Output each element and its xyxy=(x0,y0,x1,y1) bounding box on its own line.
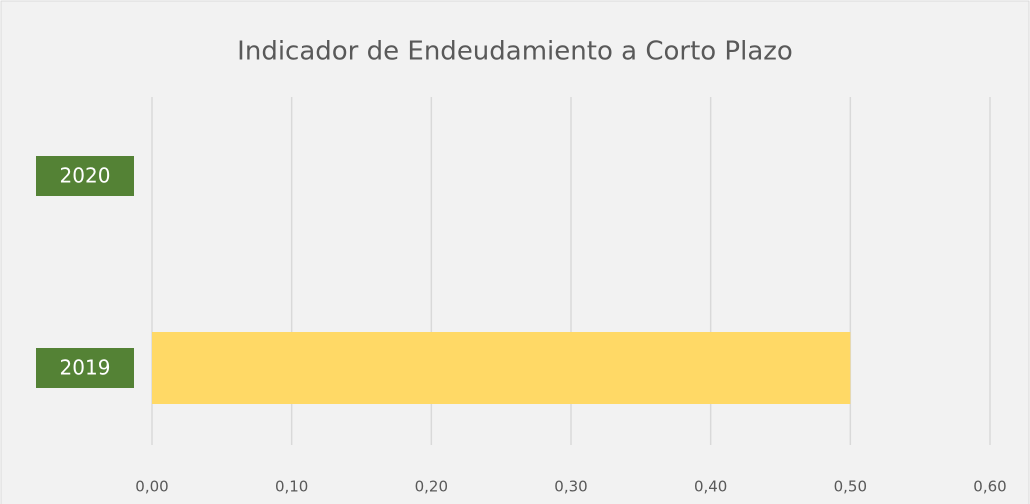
category-label-box xyxy=(36,348,134,388)
x-tick-label: 0,00 xyxy=(135,478,168,496)
chart-title: Indicador de Endeudamiento a Corto Plazo xyxy=(237,37,793,67)
x-tick-label: 0,60 xyxy=(973,478,1006,496)
category-label-box xyxy=(36,156,134,196)
x-tick-label: 0,30 xyxy=(554,478,587,496)
x-tick-label: 0,10 xyxy=(275,478,308,496)
x-tick-label: 0,50 xyxy=(834,478,867,496)
bar xyxy=(152,332,851,404)
x-tick-label: 0,20 xyxy=(415,478,448,496)
category-label: 2020 xyxy=(60,164,111,188)
x-tick-label: 0,40 xyxy=(694,478,727,496)
category-label: 2019 xyxy=(60,356,111,380)
